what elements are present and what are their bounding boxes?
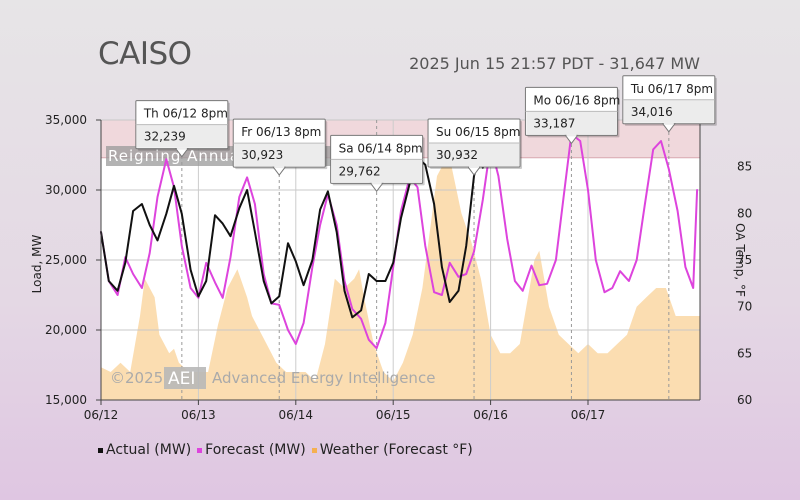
legend-item-weather[interactable]: Weather (Forecast °F)	[311, 442, 473, 458]
actual-line	[100, 156, 484, 319]
annotation-tooltip: Mo 06/16 8pm 33,187	[524, 86, 620, 145]
chart-legend: Actual (MW) Forecast (MW) Weather (Forec…	[98, 442, 475, 458]
tooltip-value: 30,932	[436, 148, 478, 162]
annotation-tooltip: Sa 06/14 8pm 29,762	[330, 134, 425, 193]
y-tick-label: 15,000	[45, 393, 87, 407]
y2-tick-label: 85	[737, 160, 752, 174]
watermark-copyright: ©2025	[110, 369, 163, 387]
tooltip-value: 29,762	[339, 164, 381, 178]
page-title: CAISO	[98, 36, 192, 72]
y-tick-label: 30,000	[45, 183, 87, 197]
y2-tick-label: 60	[737, 393, 752, 407]
y2-tick-label: 70	[737, 300, 752, 314]
tooltip-value-bg	[623, 99, 714, 123]
y2-axis-title: OA Temp, °F	[733, 223, 747, 297]
y2-tick-label: 65	[737, 346, 752, 360]
timestamp-readout: 2025 Jun 15 21:57 PDT - 31,647 MW	[409, 54, 700, 73]
x-tick-label: 06/16	[473, 408, 508, 422]
x-tick-label: 06/17	[571, 408, 606, 422]
legend-item-actual[interactable]: Actual (MW)	[98, 442, 191, 458]
weather-area	[101, 157, 700, 400]
tooltip-value: 32,239	[144, 130, 186, 144]
y-tick-label: 20,000	[45, 323, 87, 337]
annotation-tooltip: Su 06/15 8pm 30,932	[427, 118, 523, 176]
forecast-line	[100, 133, 699, 350]
legend-swatch-actual	[98, 448, 103, 453]
x-tick-label: 06/14	[278, 408, 313, 422]
y2-tick-label: 80	[737, 206, 752, 220]
legend-swatch-forecast	[197, 448, 203, 453]
legend-label-weather: Weather (Forecast °F)	[319, 442, 473, 458]
tooltip-value-bg	[136, 124, 227, 148]
y-tick-label: 25,000	[45, 253, 87, 267]
tooltip-label: Sa 06/14 8pm	[339, 141, 423, 155]
tooltip-label: Th 06/12 8pm	[143, 107, 228, 121]
tooltip-label: Mo 06/16 8pm	[533, 93, 620, 107]
tooltip-value-bg	[526, 111, 617, 135]
x-tick-label: 06/13	[181, 408, 216, 422]
x-tick-label: 06/15	[376, 408, 411, 422]
tooltip-value-bg	[429, 142, 520, 166]
axes-layer: 15,000 20,000 25,000 30,000 35,000 60 65 70 75 80…	[30, 113, 752, 422]
weather-area-layer	[101, 157, 700, 400]
annotation-tooltip: Fr 06/13 8pm 30,923	[232, 118, 328, 176]
annotation-tooltip: Th 06/12 8pm 32,239	[135, 100, 230, 158]
tooltip-label: Fr 06/13 8pm	[241, 125, 321, 139]
legend-item-forecast[interactable]: Forecast (MW)	[197, 442, 306, 458]
tooltip-value: 30,923	[241, 148, 283, 162]
tooltip-value-bg	[331, 159, 422, 183]
watermark-company: Advanced Energy Intelligence	[212, 369, 435, 387]
legend-label-forecast: Forecast (MW)	[205, 442, 306, 458]
annotation-tooltip: Tu 06/17 8pm 34,016	[622, 75, 717, 133]
tooltip-value: 33,187	[533, 116, 575, 130]
annotation-layer: Th 06/12 8pm 32,239 Fr 06/13 8pm 30,923 Sa 0…	[135, 75, 717, 193]
tooltip-value-bg	[234, 143, 325, 167]
series-layer	[100, 133, 699, 350]
tooltip-label: Su 06/15 8pm	[436, 125, 520, 139]
tooltip-value: 34,016	[631, 105, 673, 119]
legend-swatch-weather	[311, 448, 317, 453]
banner-text: Reigning Annual	[108, 147, 245, 165]
legend-label-actual: Actual (MW)	[106, 442, 192, 458]
y-axis-title: Load, MW	[30, 235, 44, 294]
y-tick-label: 35,000	[45, 113, 87, 127]
aei-logo: AEI	[168, 369, 195, 389]
x-tick-label: 06/12	[84, 408, 119, 422]
aei-logo-bg	[164, 367, 206, 389]
tooltip-label: Tu 06/17 8pm	[630, 82, 713, 96]
y2-tick-label: 75	[737, 253, 752, 267]
